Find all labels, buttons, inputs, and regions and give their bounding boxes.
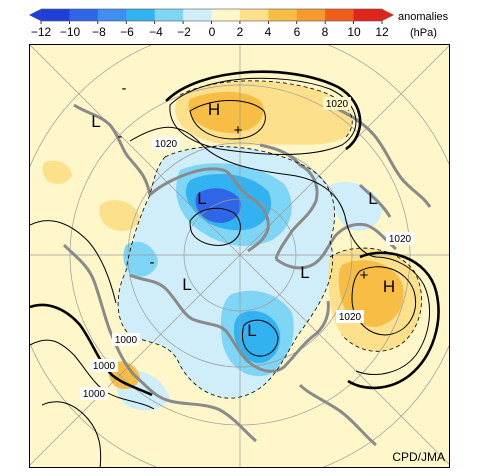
colorbar-tick: −8 bbox=[92, 25, 106, 39]
isobar-value-labels: 1020 1020 1020 1020 1000 1000 1000 bbox=[80, 97, 414, 400]
colorbar-tick: 0 bbox=[209, 25, 216, 39]
low-pressure-label: L bbox=[182, 275, 191, 294]
negative-anomaly-marker: - bbox=[122, 80, 127, 97]
colorbar-tick: −10 bbox=[60, 25, 81, 39]
low-pressure-label: L bbox=[247, 321, 256, 340]
colorbar-segment bbox=[183, 9, 212, 21]
isobar-label: 1020 bbox=[339, 312, 362, 323]
colorbar-tick: 2 bbox=[237, 25, 244, 39]
colorbar-segment bbox=[239, 9, 269, 21]
low-pressure-label: L bbox=[197, 189, 206, 208]
colorbar-tick: 8 bbox=[322, 25, 329, 39]
colorbar-tick: 12 bbox=[375, 25, 389, 39]
colorbar-tick-labels: −12 −10 −8 −6 −4 −2 0 2 4 6 8 10 12 bbox=[31, 25, 389, 39]
colorbar-tick: 4 bbox=[265, 25, 272, 39]
colorbar-segment bbox=[211, 9, 241, 21]
colorbar-segment bbox=[126, 9, 156, 21]
colorbar-segment bbox=[353, 9, 383, 21]
colorbar-segment bbox=[69, 9, 99, 21]
thick-isobars bbox=[30, 70, 440, 397]
colorbar-segments bbox=[29, 8, 394, 24]
isobar-label: 1020 bbox=[389, 234, 412, 245]
isobars bbox=[30, 77, 430, 467]
colorbar-arrow-low bbox=[29, 9, 41, 21]
colorbar-segment bbox=[41, 9, 70, 21]
colorbar-segment bbox=[325, 9, 355, 21]
colorbar-title: anomalies bbox=[398, 11, 449, 23]
positive-anomaly-marker: + bbox=[360, 267, 369, 284]
colorbar-tick: −2 bbox=[177, 25, 191, 39]
high-pressure-label: H bbox=[383, 277, 395, 296]
pressure-centres: H H L L L L L L bbox=[91, 100, 395, 340]
source-credit: CPD/JMA bbox=[392, 450, 445, 464]
negative-anomaly-marker: - bbox=[150, 254, 155, 271]
isobar-label: 1000 bbox=[83, 389, 106, 400]
isobar-label: 1000 bbox=[93, 361, 116, 372]
colorbar-segment bbox=[268, 9, 298, 21]
colorbar-unit: (hPa) bbox=[410, 27, 437, 39]
negative-anomaly-marker: - bbox=[118, 128, 123, 145]
colorbar-outline bbox=[40, 8, 383, 22]
polar-stereographic-map: 1020 1020 1020 1020 1000 1000 1000 H H L… bbox=[30, 45, 449, 467]
colorbar-segment bbox=[97, 9, 127, 21]
low-pressure-label: L bbox=[91, 112, 100, 131]
isobar-label: 1020 bbox=[155, 139, 178, 150]
colorbar-segment bbox=[154, 9, 184, 21]
map-panel: 1020 1020 1020 1020 1000 1000 1000 H H L… bbox=[29, 44, 450, 468]
low-pressure-label: L bbox=[368, 189, 377, 208]
anomaly-sign-markers: + + - - - bbox=[118, 80, 369, 284]
colorbar-tick: −6 bbox=[120, 25, 134, 39]
negative-anomaly-deepest bbox=[195, 188, 242, 223]
colorbar-tick: −12 bbox=[31, 25, 52, 39]
isobar-label: 1000 bbox=[115, 335, 138, 346]
positive-anomaly-region bbox=[99, 200, 140, 232]
positive-anomaly-region bbox=[42, 160, 72, 184]
negative-anomaly-core bbox=[123, 241, 158, 277]
colorbar-tick: 6 bbox=[294, 25, 301, 39]
high-pressure-label: H bbox=[208, 100, 220, 119]
positive-anomaly-marker: + bbox=[234, 122, 243, 139]
colorbar-tick: 10 bbox=[347, 25, 361, 39]
colorbar-tick: −4 bbox=[149, 25, 163, 39]
colorbar-segment bbox=[296, 9, 326, 21]
colorbar-arrow-high bbox=[382, 9, 394, 21]
isobar-label: 1020 bbox=[326, 99, 349, 110]
coastlines bbox=[62, 103, 432, 447]
anomaly-colorbar: −12 −10 −8 −6 −4 −2 0 2 4 6 8 10 12 anom… bbox=[29, 8, 449, 39]
low-pressure-label: L bbox=[300, 263, 309, 282]
